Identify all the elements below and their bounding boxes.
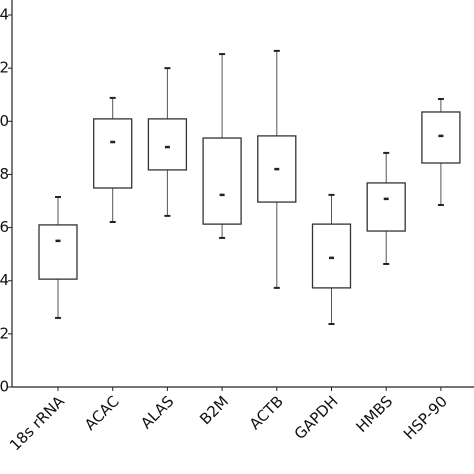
y-tick-label: 8: [0, 165, 9, 183]
x-tick-label: B2M: [196, 392, 232, 428]
x-tick-label: ACTB: [246, 392, 287, 433]
box: [202, 137, 242, 225]
box: [38, 224, 78, 280]
box: [421, 111, 461, 164]
y-tick-label: 6: [0, 218, 9, 236]
x-tick-label: ALAS: [137, 392, 177, 432]
x-tick-label: 18s rRNA: [6, 392, 69, 455]
y-tick-label: 2: [0, 59, 9, 77]
x-tick-label: GAPDH: [291, 392, 342, 443]
x-tick-label: ACAC: [81, 392, 123, 434]
y-tick-label: 2: [0, 324, 9, 342]
x-tick-label: HSP-90: [400, 392, 451, 443]
y-tick-label: 4: [0, 6, 9, 24]
y-tick-label: 0: [0, 378, 9, 396]
x-tick-label: HMBS: [353, 392, 397, 436]
box: [366, 182, 406, 232]
y-tick-label: 4: [0, 271, 9, 289]
y-tick-label: 0: [0, 112, 9, 130]
box: [147, 118, 188, 171]
box: [93, 118, 133, 189]
box: [311, 223, 352, 289]
